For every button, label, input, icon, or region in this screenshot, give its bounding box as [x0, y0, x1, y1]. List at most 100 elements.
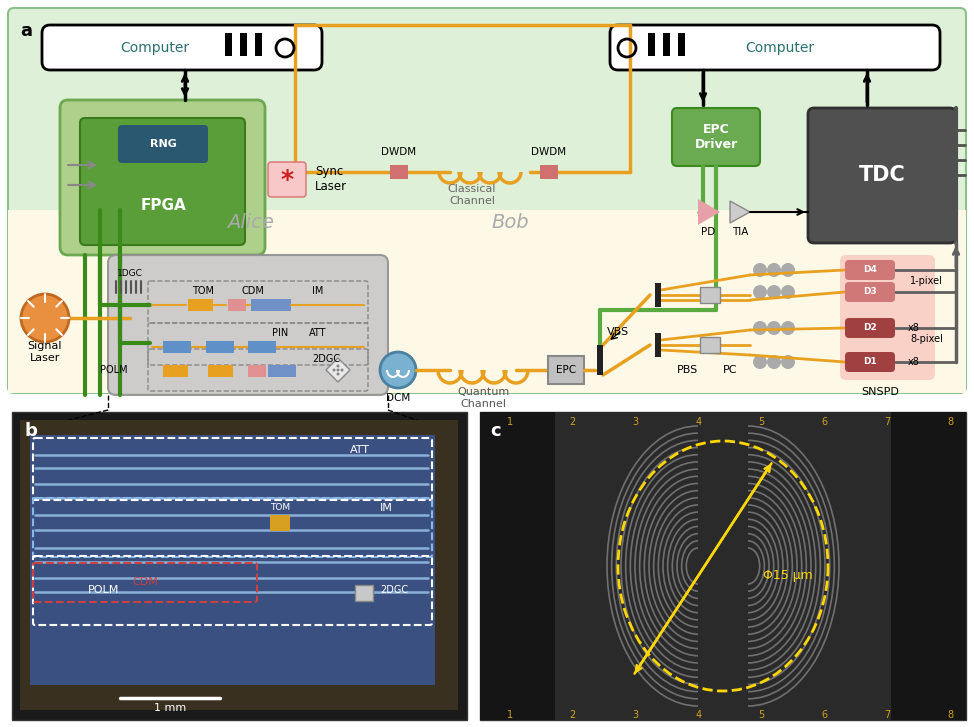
Circle shape: [781, 355, 795, 369]
Text: 2DGC: 2DGC: [380, 585, 408, 595]
Text: *: *: [281, 168, 293, 192]
Bar: [390, 165, 408, 179]
Bar: [163, 365, 188, 377]
Bar: [678, 33, 685, 56]
Text: ATT: ATT: [310, 328, 326, 338]
Circle shape: [336, 372, 340, 376]
Polygon shape: [326, 358, 350, 382]
Circle shape: [781, 321, 795, 335]
Text: TIA: TIA: [731, 227, 748, 237]
Bar: [8, 210, 966, 393]
Bar: [248, 365, 266, 377]
Circle shape: [781, 285, 795, 299]
Bar: [480, 412, 966, 720]
Circle shape: [336, 369, 340, 371]
Text: RNG: RNG: [150, 139, 176, 149]
FancyBboxPatch shape: [80, 118, 245, 245]
Bar: [208, 365, 233, 377]
Text: Sync: Sync: [315, 166, 343, 179]
Text: 1: 1: [506, 710, 513, 720]
Text: x8: x8: [908, 357, 919, 367]
Circle shape: [753, 321, 767, 335]
Bar: [30, 435, 435, 685]
Circle shape: [753, 355, 767, 369]
Bar: [20, 420, 458, 710]
Text: c: c: [490, 422, 501, 440]
Bar: [268, 365, 296, 377]
Bar: [228, 299, 246, 311]
Bar: [540, 165, 558, 179]
Circle shape: [380, 352, 416, 388]
Text: EPC: EPC: [556, 365, 576, 375]
Bar: [648, 33, 655, 56]
Bar: [188, 299, 213, 311]
Text: 8: 8: [947, 710, 954, 720]
Text: DWDM: DWDM: [532, 147, 567, 157]
Bar: [700, 287, 720, 303]
Bar: [355, 585, 373, 601]
Text: Computer: Computer: [745, 41, 814, 55]
FancyBboxPatch shape: [60, 100, 265, 255]
Text: 1-pixel: 1-pixel: [910, 276, 943, 286]
Circle shape: [767, 355, 781, 369]
FancyBboxPatch shape: [268, 162, 306, 197]
Bar: [255, 33, 262, 56]
Text: 3: 3: [633, 710, 639, 720]
Text: CDM: CDM: [132, 577, 158, 587]
Text: 8-pixel: 8-pixel: [910, 334, 943, 344]
Text: 1 mm: 1 mm: [154, 703, 186, 713]
Text: b: b: [25, 422, 38, 440]
Text: 8: 8: [947, 417, 954, 427]
Circle shape: [21, 294, 69, 342]
Text: 6: 6: [821, 710, 827, 720]
Bar: [248, 341, 276, 353]
Text: 6: 6: [821, 417, 827, 427]
Circle shape: [753, 285, 767, 299]
Text: Signal
Laser: Signal Laser: [27, 341, 62, 363]
Text: DWDM: DWDM: [382, 147, 417, 157]
FancyBboxPatch shape: [845, 318, 895, 338]
Text: IM: IM: [380, 503, 393, 513]
Circle shape: [781, 263, 795, 277]
Circle shape: [767, 285, 781, 299]
Text: Bob: Bob: [491, 212, 529, 231]
Bar: [163, 341, 191, 353]
Text: Computer: Computer: [120, 41, 189, 55]
FancyBboxPatch shape: [845, 260, 895, 280]
Bar: [251, 299, 291, 311]
Text: 7: 7: [884, 710, 890, 720]
Text: PIN: PIN: [272, 328, 288, 338]
Text: x8: x8: [908, 323, 919, 333]
Text: POLM: POLM: [100, 365, 128, 375]
Text: Quantum
Channel: Quantum Channel: [457, 387, 509, 409]
Text: Classical
Channel: Classical Channel: [448, 184, 496, 206]
Bar: [548, 356, 584, 384]
Bar: [270, 515, 290, 531]
FancyBboxPatch shape: [840, 255, 935, 380]
Text: D2: D2: [863, 324, 877, 332]
Text: PC: PC: [723, 365, 737, 375]
Bar: [663, 33, 670, 56]
FancyBboxPatch shape: [845, 352, 895, 372]
Text: ATT: ATT: [350, 445, 370, 455]
Bar: [240, 33, 247, 56]
Text: 1: 1: [506, 417, 513, 427]
Text: 1DGC: 1DGC: [117, 268, 143, 278]
Text: TOM: TOM: [270, 504, 290, 513]
Text: SNSPD: SNSPD: [861, 387, 899, 397]
FancyBboxPatch shape: [808, 108, 956, 243]
Polygon shape: [730, 201, 750, 223]
Text: PD: PD: [701, 227, 715, 237]
Bar: [12, 412, 467, 720]
Text: D4: D4: [863, 265, 877, 275]
Circle shape: [341, 369, 344, 371]
Text: 4: 4: [695, 710, 701, 720]
Text: Φ15 μm: Φ15 μm: [763, 569, 812, 582]
Bar: [597, 345, 603, 375]
Text: DCM: DCM: [386, 393, 410, 403]
FancyBboxPatch shape: [108, 255, 388, 395]
Text: VBS: VBS: [607, 327, 629, 337]
Polygon shape: [698, 199, 720, 225]
Text: TDC: TDC: [859, 165, 906, 185]
Text: 2: 2: [570, 710, 576, 720]
